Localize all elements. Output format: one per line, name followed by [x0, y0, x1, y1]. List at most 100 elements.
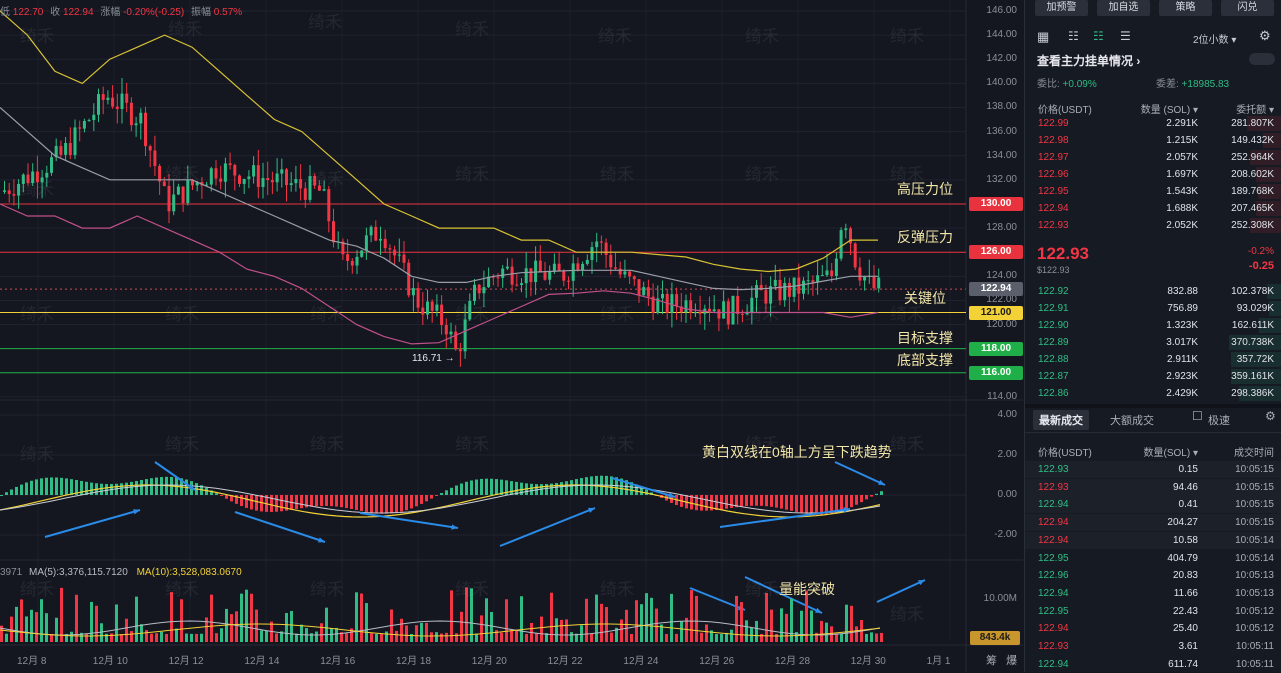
volume-bar — [670, 593, 673, 642]
volume-bar — [220, 628, 223, 642]
candle-body — [637, 279, 641, 296]
candle-body — [106, 97, 110, 100]
ask-row[interactable]: 122.93 2.052K 252.308K — [1025, 217, 1281, 234]
candle-body — [379, 238, 382, 241]
candle-body — [787, 283, 791, 297]
macd-bar — [785, 495, 788, 510]
macd-note: 黄白双线在0轴上方呈下跌趋势 — [702, 444, 892, 460]
candle-body — [35, 171, 39, 183]
volume-bar — [820, 620, 823, 642]
candle-body — [689, 300, 693, 313]
bottom-tools[interactable]: 筹 爆 — [986, 652, 1017, 668]
main-orders-toggle[interactable] — [1249, 53, 1275, 65]
chart-area[interactable]: 低 122.70 收 122.94 涨幅 -0.20%(-0.25) 振幅 0.… — [0, 0, 1023, 672]
trade-qty: 94.46 — [1172, 481, 1198, 493]
trade-qty: 25.40 — [1172, 623, 1198, 635]
candle-body — [463, 319, 467, 352]
candle-body — [205, 184, 209, 186]
ask-row[interactable]: 122.98 1.215K 149.432K — [1025, 132, 1281, 149]
action-button-1[interactable]: 加自选 — [1097, 0, 1150, 16]
macd-bar — [270, 495, 273, 512]
level-tag: 118.00 — [969, 341, 1023, 356]
settings-gear-icon[interactable]: ⚙ — [1259, 28, 1271, 43]
vol-ma5: MA(5):3,376,115.7120 — [29, 567, 128, 578]
volume-bar — [285, 613, 288, 642]
action-button-3[interactable]: 闪兑 — [1221, 0, 1274, 16]
candle-body — [736, 295, 740, 314]
section-divider — [1025, 404, 1281, 408]
candle-body — [454, 331, 458, 350]
candle-body — [303, 188, 307, 200]
candle-body — [322, 189, 326, 191]
bid-row[interactable]: 122.89 3.017K 370.738K — [1025, 334, 1281, 351]
candle-body — [45, 172, 49, 178]
volume-bar — [125, 618, 128, 642]
low-price-marker: 116.71 → — [412, 353, 455, 364]
ask-total: 207.465K — [1231, 203, 1274, 214]
bid-row[interactable]: 122.90 1.323K 162.611K — [1025, 317, 1281, 334]
volume-bar — [15, 606, 18, 642]
bid-row[interactable]: 122.92 832.88 102.378K — [1025, 283, 1281, 300]
book-asks-icon[interactable]: ☷ — [1068, 29, 1079, 43]
main-orders-link[interactable]: 查看主力挂单情况 › — [1037, 54, 1141, 68]
volume-bar — [855, 626, 858, 642]
tab-large-trades[interactable]: 大额成交 — [1110, 415, 1154, 427]
macd-bar — [220, 495, 223, 497]
ask-row[interactable]: 122.99 2.291K 281.807K — [1025, 115, 1281, 132]
decimals-select[interactable]: 2位小数 ▾ — [1193, 35, 1237, 46]
book-view-icon[interactable]: ▦ — [1037, 29, 1050, 44]
ask-row[interactable]: 122.95 1.543K 189.768K — [1025, 183, 1281, 200]
candle-body — [576, 263, 580, 271]
volume-bar — [130, 631, 133, 642]
macd-bar — [545, 483, 548, 495]
fast-checkbox[interactable]: ☐ — [1192, 409, 1203, 423]
macd-bar — [645, 489, 648, 495]
candle-body — [219, 178, 223, 182]
volume-bar — [50, 633, 53, 642]
volume-bar — [360, 593, 363, 642]
candle-body — [59, 146, 63, 155]
candle-body — [308, 176, 312, 200]
trade-row: 122.94 611.74 10:05:11 — [1025, 656, 1281, 673]
macd-arrow-head — [318, 537, 325, 543]
candle-body — [40, 177, 44, 183]
book-bids-icon[interactable]: ☷ — [1093, 29, 1104, 43]
macd-bar — [515, 481, 518, 495]
macd-bar — [395, 495, 398, 513]
bid-row[interactable]: 122.87 2.923K 359.161K — [1025, 368, 1281, 385]
candle-body — [487, 276, 491, 288]
volume-bar — [630, 633, 633, 642]
macd-bar — [820, 495, 823, 515]
bid-row[interactable]: 122.86 2.429K 298.386K — [1025, 385, 1281, 402]
bid-qty: 756.89 — [1167, 303, 1198, 314]
bid-row[interactable]: 122.91 756.89 93.029K — [1025, 300, 1281, 317]
book-both-icon[interactable]: ☰ — [1120, 29, 1131, 43]
time-tick-label: 12月 14 — [244, 656, 280, 667]
price-chart[interactable] — [0, 0, 1023, 672]
bid-total: 93.029K — [1236, 303, 1274, 314]
volume-bar — [170, 592, 173, 642]
volume-bar — [870, 632, 873, 642]
tab-latest-trades[interactable]: 最新成交 — [1033, 410, 1089, 430]
bid-row[interactable]: 122.88 2.911K 357.72K — [1025, 351, 1281, 368]
macd-bar — [40, 478, 43, 495]
trade-settings-icon[interactable]: ⚙ — [1265, 409, 1276, 423]
candle-body — [186, 179, 190, 204]
chip-tool[interactable]: 筹 — [986, 655, 997, 667]
volume-bar — [175, 628, 178, 642]
ask-row[interactable]: 122.94 1.688K 207.465K — [1025, 200, 1281, 217]
candle-body — [717, 309, 721, 319]
action-button-0[interactable]: 加预警 — [1035, 0, 1088, 16]
candle-body — [646, 287, 650, 297]
ask-row[interactable]: 122.96 1.697K 208.602K — [1025, 166, 1281, 183]
macd-bar — [375, 495, 378, 514]
candle-body — [167, 186, 171, 212]
candle-body — [209, 168, 213, 185]
volume-bar — [55, 617, 58, 642]
candle-body — [73, 127, 77, 156]
action-button-2[interactable]: 策略 — [1159, 0, 1212, 16]
candle-body — [21, 174, 25, 184]
ask-row[interactable]: 122.97 2.057K 252.964K — [1025, 149, 1281, 166]
volume-bar — [440, 633, 443, 642]
burst-tool[interactable]: 爆 — [1006, 655, 1018, 667]
